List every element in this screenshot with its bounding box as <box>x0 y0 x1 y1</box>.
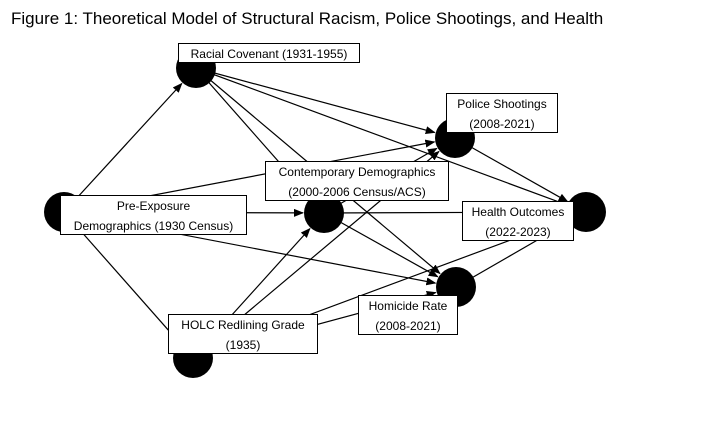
node-circle-contemporary-demographics <box>304 193 344 233</box>
edge-contemporary-demographics-to-homicide-rate <box>323 212 439 278</box>
node-label-holc-redlining: HOLC Redlining Grade (1935) <box>168 314 318 354</box>
node-circle-health-outcomes <box>566 192 606 232</box>
node-label-health-outcomes: Health Outcomes (2022-2023) <box>462 201 574 241</box>
node-label-pre-exposure: Pre-Exposure Demographics (1930 Census) <box>60 195 247 235</box>
node-label-contemporary-demographics: Contemporary Demographics (2000-2006 Cen… <box>265 161 449 201</box>
figure-title: Figure 1: Theoretical Model of Structura… <box>11 9 604 28</box>
edge-pre-exposure-to-racial-covenant <box>63 82 183 213</box>
node-label-racial-covenant: Racial Covenant (1931-1955) <box>178 43 360 63</box>
edge-racial-covenant-to-health-outcomes <box>195 67 568 206</box>
edge-police-shootings-to-health-outcomes <box>454 137 569 203</box>
node-label-police-shootings: Police Shootings (2008-2021) <box>446 93 558 133</box>
node-label-homicide-rate: Homicide Rate (2008-2021) <box>358 295 458 335</box>
edge-racial-covenant-to-police-shootings <box>195 67 436 135</box>
